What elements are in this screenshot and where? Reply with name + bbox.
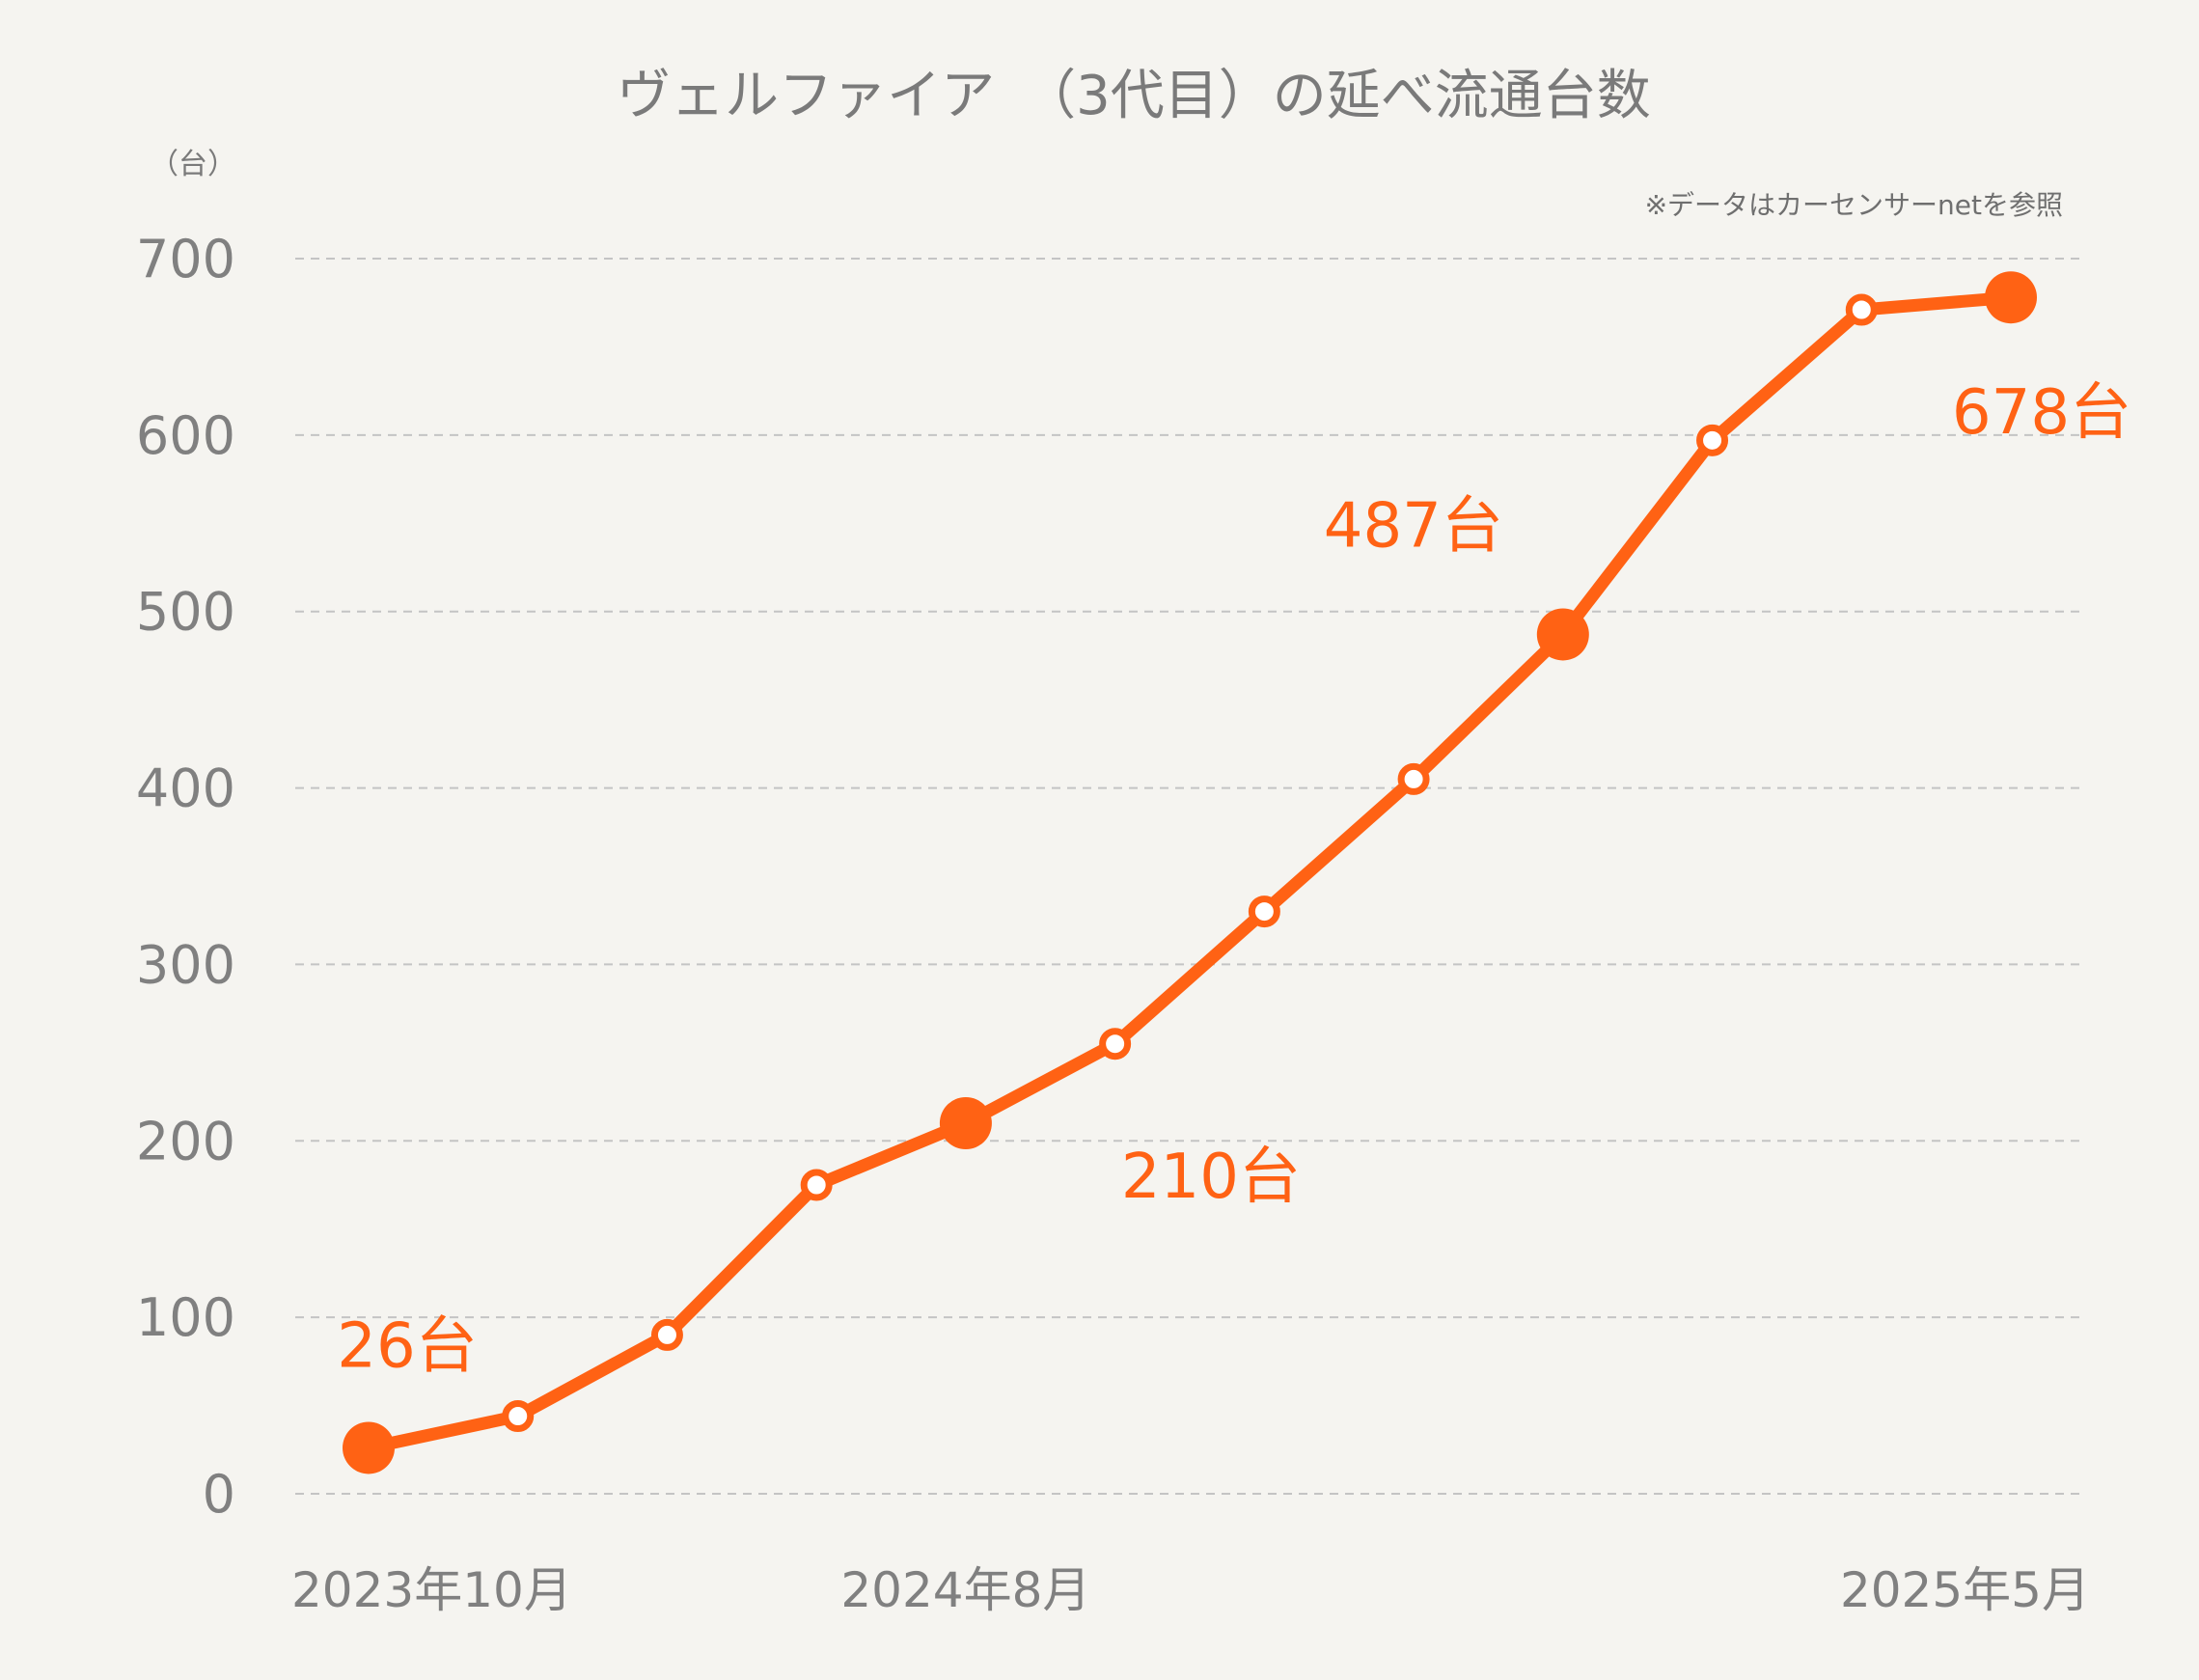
series	[343, 271, 2037, 1474]
data-label: 487台	[1324, 490, 1503, 562]
series-line	[362, 290, 2018, 1454]
x-axis: 2023年10月 2024年8月 2025年5月	[291, 1562, 2090, 1618]
highlight-point	[343, 1421, 395, 1474]
data-point	[1248, 895, 1280, 928]
y-axis-unit: （台）	[150, 148, 236, 181]
data-point	[502, 1400, 535, 1433]
highlight-point	[939, 1097, 992, 1149]
x-tick-label: 2023年10月	[291, 1562, 572, 1618]
data-label: 210台	[1121, 1142, 1301, 1213]
y-tick-label: 400	[136, 758, 235, 819]
y-tick-label: 0	[203, 1464, 235, 1525]
data-point	[800, 1169, 833, 1201]
data-labels: 26台 210台 487台 678台	[337, 377, 2131, 1382]
chart-title: ヴェルファイア （3代目）の延べ流通台数	[617, 65, 1651, 127]
y-tick-label: 600	[136, 405, 235, 466]
highlight-point	[1985, 271, 2037, 324]
y-tick-label: 500	[136, 582, 235, 643]
source-note: ※データはカーセンサーnetを参照	[1645, 189, 2063, 221]
grid	[295, 258, 2086, 1495]
x-tick-label: 2025年5月	[1840, 1562, 2090, 1618]
data-point	[1099, 1028, 1132, 1060]
data-label: 26台	[337, 1310, 477, 1382]
y-axis: 0 100 200 300 400 500 600 700	[136, 229, 235, 1525]
data-point	[650, 1318, 683, 1351]
y-tick-label: 200	[136, 1111, 235, 1171]
y-tick-label: 300	[136, 934, 235, 995]
data-point	[1845, 293, 1878, 326]
data-point	[1397, 762, 1430, 795]
x-tick-label: 2024年8月	[840, 1562, 1090, 1618]
data-point	[1696, 424, 1729, 456]
y-tick-label: 100	[136, 1287, 235, 1348]
y-tick-label: 700	[136, 229, 235, 289]
highlight-point	[1536, 608, 1589, 661]
data-label: 678台	[1952, 377, 2131, 449]
